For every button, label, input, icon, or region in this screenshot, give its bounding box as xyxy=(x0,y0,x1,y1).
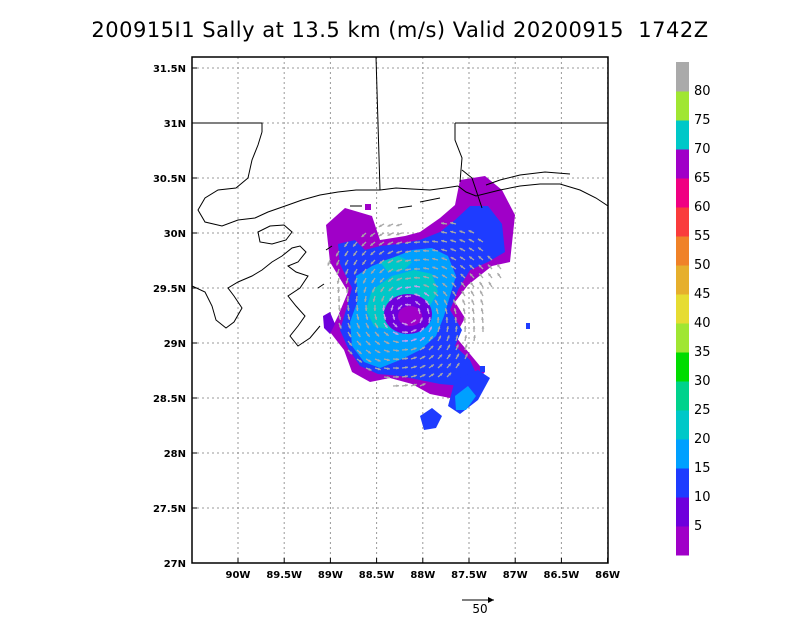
x-tick-label: 88W xyxy=(410,570,435,581)
y-tick-label: 28.5N xyxy=(153,394,186,405)
colorbar-label: 40 xyxy=(694,316,711,331)
x-axis-ticks: 90W 89.5W 89W 88.5W 88W 87.5W 87W 86.5W 86W xyxy=(226,558,620,581)
y-tick-label: 30N xyxy=(164,229,186,240)
louisiana-coast xyxy=(197,131,459,227)
colorbar-swatch xyxy=(676,497,689,527)
colorbar-swatch xyxy=(676,323,689,353)
colorbar-label: 15 xyxy=(694,461,711,476)
colorbar-swatch xyxy=(676,294,689,324)
colorbar-label: 25 xyxy=(694,403,711,418)
wind-vectors xyxy=(327,221,502,388)
colorbar-label: 45 xyxy=(694,287,711,302)
colorbar-label: 80 xyxy=(694,84,711,99)
x-tick-label: 88.5W xyxy=(359,570,395,581)
y-tick-label: 27N xyxy=(164,559,186,570)
colorbar-label: 10 xyxy=(694,490,711,505)
colorbar-label: 50 xyxy=(694,258,711,273)
colorbar-label: 30 xyxy=(694,374,711,389)
x-tick-label: 86.5W xyxy=(544,570,580,581)
colorbar-label: 35 xyxy=(694,345,711,360)
y-tick-label: 29.5N xyxy=(153,284,186,295)
colorbar-swatch xyxy=(676,149,689,179)
x-tick-label: 87W xyxy=(503,570,528,581)
x-tick-label: 89.5W xyxy=(266,570,302,581)
state-border-ms-al xyxy=(375,57,381,191)
colorbar-label: 65 xyxy=(694,171,711,186)
colorbar-swatch xyxy=(676,207,689,237)
field-scattered xyxy=(480,323,530,372)
y-axis-ticks: 31.5N 31N 30.5N 30N 29.5N 29N 28.5N 28N 27.5N 27N xyxy=(153,64,197,570)
x-tick-label: 86W xyxy=(595,570,620,581)
plot-frame xyxy=(191,56,609,564)
x-tick-label: 90W xyxy=(226,570,251,581)
colorbar: 5 10 15 20 25 30 35 40 45 50 55 60 65 70 75 80 xyxy=(676,62,711,556)
colorbar-swatch xyxy=(676,178,689,208)
field-north-patch xyxy=(365,204,371,210)
coastlines xyxy=(192,57,608,347)
map-title: 200915I1 Sally at 13.5 km (m/s) Valid 20… xyxy=(91,18,709,42)
y-tick-label: 31N xyxy=(164,119,186,130)
y-tick-label: 29N xyxy=(164,339,186,350)
field-west-patch xyxy=(323,312,335,334)
x-tick-label: 89W xyxy=(318,570,343,581)
state-border-al-fl xyxy=(454,123,463,183)
barrier-islands xyxy=(317,197,441,289)
y-tick-label: 31.5N xyxy=(153,64,186,75)
colorbar-label: 20 xyxy=(694,432,711,447)
y-tick-label: 28N xyxy=(164,449,186,460)
wind-speed-field xyxy=(323,176,530,430)
x-tick-label: 87.5W xyxy=(451,570,487,581)
colorbar-swatch xyxy=(676,381,689,411)
colorbar-swatch xyxy=(676,265,689,295)
colorbar-swatch xyxy=(676,91,689,121)
colorbar-label: 5 xyxy=(694,519,702,534)
colorbar-swatch xyxy=(676,62,689,92)
y-tick-label: 27.5N xyxy=(153,504,186,515)
colorbar-label: 75 xyxy=(694,113,711,128)
state-border-north xyxy=(192,122,263,132)
lake-pontchartrain xyxy=(257,224,293,245)
florida-coast xyxy=(485,171,571,186)
colorbar-label: 60 xyxy=(694,200,711,215)
field-eye-core xyxy=(398,306,422,326)
colorbar-swatch xyxy=(676,526,689,556)
colorbar-swatch xyxy=(676,439,689,469)
colorbar-label: 55 xyxy=(694,229,711,244)
y-tick-label: 30.5N xyxy=(153,174,186,185)
colorbar-swatch xyxy=(676,236,689,266)
colorbar-swatch xyxy=(676,410,689,440)
delta-coast xyxy=(192,245,321,347)
colorbar-swatch xyxy=(676,352,689,382)
mobile-bay xyxy=(457,169,608,209)
reference-vector-label: 50 xyxy=(472,602,487,616)
colorbar-label: 70 xyxy=(694,142,711,157)
reference-vector: 50 xyxy=(462,597,494,616)
colorbar-swatch xyxy=(676,120,689,150)
colorbar-swatch xyxy=(676,468,689,498)
